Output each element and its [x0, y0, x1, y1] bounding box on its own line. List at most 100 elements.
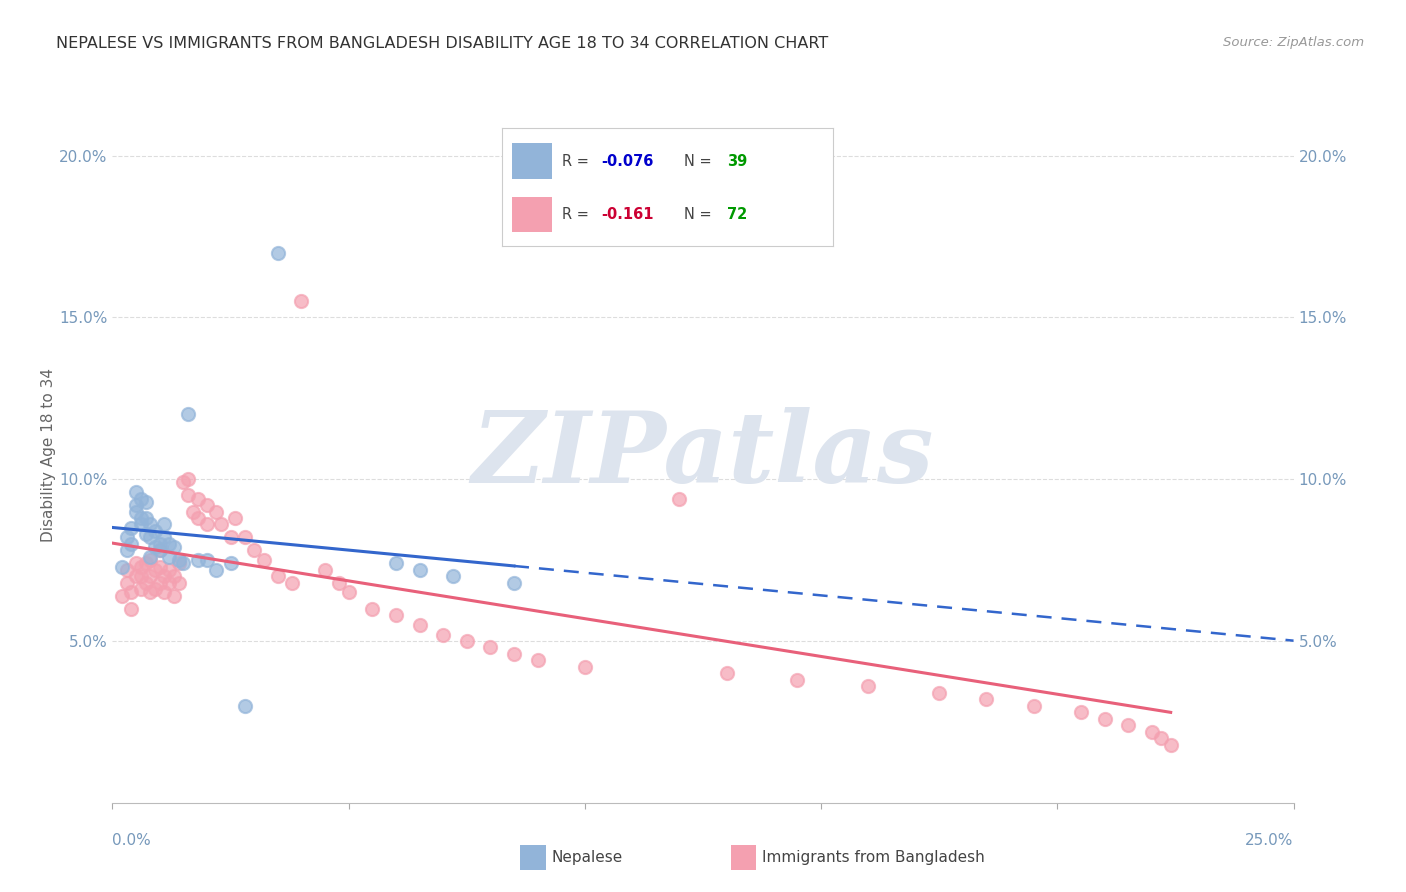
Point — [153, 569, 176, 583]
Point — [135, 511, 157, 525]
Point — [290, 294, 312, 309]
Point — [181, 504, 204, 518]
Point — [125, 504, 148, 518]
Point — [219, 557, 242, 571]
Text: 25.0%: 25.0% — [1246, 833, 1294, 848]
Point — [163, 540, 186, 554]
Point — [385, 557, 408, 571]
Point — [503, 575, 526, 590]
Point — [115, 531, 138, 545]
Point — [120, 537, 142, 551]
Point — [115, 563, 138, 577]
Point — [143, 563, 166, 577]
Point — [139, 569, 162, 583]
Point — [1160, 738, 1182, 752]
Point — [205, 563, 228, 577]
Point — [786, 673, 808, 687]
Point — [153, 517, 176, 532]
Text: Nepalese: Nepalese — [551, 850, 623, 864]
Point — [153, 585, 176, 599]
Point — [139, 549, 162, 564]
Point — [157, 549, 180, 564]
Point — [233, 531, 256, 545]
Point — [432, 627, 454, 641]
Point — [167, 557, 190, 571]
Y-axis label: Disability Age 18 to 34: Disability Age 18 to 34 — [41, 368, 56, 542]
Point — [209, 517, 232, 532]
Point — [716, 666, 738, 681]
Point — [267, 245, 290, 260]
Point — [167, 553, 190, 567]
Point — [253, 553, 276, 567]
Point — [186, 553, 208, 567]
Point — [125, 557, 148, 571]
Point — [129, 569, 152, 583]
Point — [441, 569, 464, 583]
Point — [281, 575, 304, 590]
Point — [314, 563, 336, 577]
Point — [135, 557, 157, 571]
Point — [157, 575, 180, 590]
Point — [149, 543, 172, 558]
Point — [139, 531, 162, 545]
Point — [177, 488, 200, 502]
Point — [177, 472, 200, 486]
Point — [186, 491, 208, 506]
Point — [129, 511, 152, 525]
Point — [621, 213, 644, 227]
Point — [1070, 705, 1092, 719]
Point — [858, 679, 880, 693]
Point — [143, 582, 166, 597]
Point — [120, 585, 142, 599]
Point — [139, 517, 162, 532]
Point — [139, 553, 162, 567]
Point — [167, 575, 190, 590]
Point — [111, 559, 134, 574]
Point — [219, 531, 242, 545]
Point — [243, 543, 266, 558]
Point — [120, 601, 142, 615]
Point — [135, 495, 157, 509]
Point — [503, 647, 526, 661]
Point — [233, 698, 256, 713]
Point — [267, 569, 290, 583]
Point — [135, 527, 157, 541]
Point — [337, 585, 360, 599]
Text: Source: ZipAtlas.com: Source: ZipAtlas.com — [1223, 36, 1364, 49]
Point — [149, 575, 172, 590]
Point — [1022, 698, 1045, 713]
Point — [139, 585, 162, 599]
Point — [163, 589, 186, 603]
Point — [129, 582, 152, 597]
Point — [479, 640, 502, 655]
Point — [115, 543, 138, 558]
Point — [125, 569, 148, 583]
Point — [153, 531, 176, 545]
Point — [408, 617, 430, 632]
Point — [149, 537, 172, 551]
Point — [115, 575, 138, 590]
Point — [129, 517, 152, 532]
Point — [1116, 718, 1139, 732]
Point — [143, 540, 166, 554]
Point — [1150, 731, 1173, 745]
Point — [195, 517, 218, 532]
Point — [385, 608, 408, 623]
Point — [120, 521, 142, 535]
Point — [129, 491, 152, 506]
Point — [668, 491, 690, 506]
Point — [157, 563, 180, 577]
Point — [125, 498, 148, 512]
Text: NEPALESE VS IMMIGRANTS FROM BANGLADESH DISABILITY AGE 18 TO 34 CORRELATION CHART: NEPALESE VS IMMIGRANTS FROM BANGLADESH D… — [56, 36, 828, 51]
Point — [526, 653, 548, 667]
Point — [149, 559, 172, 574]
Text: ZIPatlas: ZIPatlas — [472, 407, 934, 503]
Text: Immigrants from Bangladesh: Immigrants from Bangladesh — [762, 850, 984, 864]
Point — [328, 575, 350, 590]
Point — [163, 569, 186, 583]
Point — [456, 634, 478, 648]
Point — [172, 557, 194, 571]
Point — [976, 692, 998, 706]
Point — [1140, 724, 1163, 739]
Point — [361, 601, 384, 615]
